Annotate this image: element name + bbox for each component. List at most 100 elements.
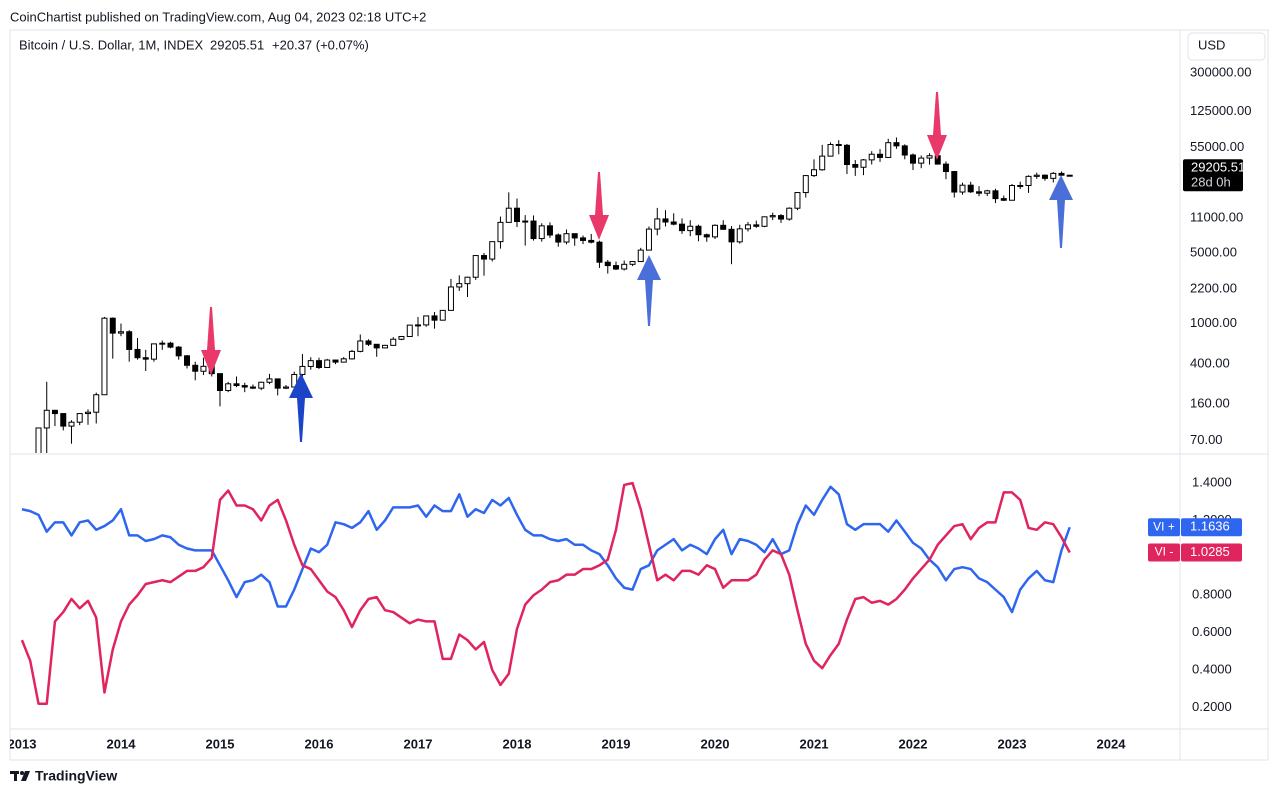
y-tick-label: 5000.00: [1190, 244, 1237, 259]
candle-body: [918, 157, 925, 164]
candle-body: [860, 159, 867, 168]
candle-body: [901, 145, 908, 156]
candle-body: [1058, 172, 1065, 176]
candle-body: [76, 413, 83, 423]
candle-body: [126, 331, 133, 350]
candle-body: [489, 241, 496, 260]
candle-body: [1033, 174, 1040, 177]
candle-body: [563, 233, 570, 243]
candle-body: [736, 228, 743, 243]
annotations: [201, 92, 1073, 442]
last-price-label: 29205.51: [1191, 160, 1245, 175]
candle-body: [645, 228, 652, 251]
price-pane: [35, 137, 1073, 453]
candle-body: [167, 342, 174, 348]
candle-body: [117, 331, 124, 334]
candle-body: [315, 360, 322, 369]
candle-body: [580, 237, 587, 241]
x-tick-label: 2014: [107, 736, 137, 751]
candle-body: [283, 386, 290, 389]
candle-body: [324, 359, 331, 369]
logo-part: [14, 771, 17, 781]
candle-body: [241, 385, 248, 388]
candle-body: [555, 234, 562, 243]
candle-body: [951, 171, 958, 193]
candle-body: [942, 163, 949, 173]
legend-value: 1.1636: [1190, 519, 1230, 534]
candle-body: [447, 286, 454, 311]
candle-body: [843, 144, 850, 166]
candle-body: [150, 343, 157, 360]
candle-body: [877, 153, 884, 158]
y-tick-label: 1000.00: [1190, 315, 1237, 330]
currency-button[interactable]: [1187, 32, 1266, 61]
y-tick-label: 300000.00: [1190, 64, 1251, 79]
candle-body: [984, 190, 991, 194]
y-tick-label: 1.4000: [1192, 474, 1232, 489]
symbol-title: Bitcoin / U.S. Dollar, 1M, INDEX: [19, 37, 204, 52]
candle-body: [976, 191, 983, 194]
candle-body: [926, 155, 933, 159]
candle-body: [93, 394, 100, 413]
candle-body: [332, 359, 339, 363]
candle-body: [233, 383, 240, 387]
candle-body: [1041, 174, 1048, 179]
vi-line: [21, 485, 1071, 614]
candle-body: [530, 220, 537, 240]
candle-body: [538, 225, 545, 240]
legend-value-box: [1181, 543, 1242, 562]
candle-body: [728, 228, 735, 243]
candle-body: [373, 343, 380, 349]
candle-body: [679, 223, 686, 232]
candle-body: [571, 233, 578, 239]
candle-body: [909, 154, 916, 164]
candle-body: [637, 249, 644, 263]
legend-value-box: [1181, 518, 1242, 537]
legend-name-box: [1148, 518, 1180, 537]
x-tick-label: 2021: [800, 736, 829, 751]
candle-body: [819, 155, 826, 171]
candle-body: [885, 142, 892, 158]
y-tick-label: 160.00: [1190, 396, 1230, 411]
candle-body: [654, 218, 661, 230]
candle-body: [216, 373, 223, 392]
candle-body: [266, 378, 273, 383]
y-tick-label: 0.8000: [1192, 587, 1232, 602]
candle-body: [612, 265, 619, 270]
candle-body: [835, 144, 842, 147]
currency[interactable]: USD: [1198, 37, 1225, 52]
candle-body: [225, 383, 232, 392]
legend-name: VI -: [1155, 545, 1174, 559]
candle-body: [291, 373, 298, 388]
y-tick-label: 11000.00: [1190, 210, 1243, 225]
candle-body: [382, 344, 389, 349]
candle-body: [51, 409, 58, 415]
candle-body: [101, 317, 108, 396]
candle-body: [464, 276, 471, 285]
candle-body: [744, 224, 751, 230]
candle-body: [753, 224, 760, 227]
candle-body: [439, 309, 446, 321]
candle-body: [513, 207, 520, 222]
candle-body: [1050, 172, 1057, 179]
candle-body: [1066, 174, 1073, 177]
candle-body: [1025, 175, 1032, 186]
candle-body: [85, 411, 92, 415]
candle-body: [794, 192, 801, 209]
candle-body: [340, 358, 347, 363]
sell-arrow: [927, 92, 947, 160]
candle-body: [588, 239, 595, 243]
x-tick-label: 2024: [1097, 736, 1127, 751]
candle-body: [60, 413, 67, 427]
candle-body: [810, 169, 817, 177]
candle-body: [546, 225, 553, 236]
candle-body: [481, 255, 488, 260]
candle-body: [258, 381, 265, 389]
candle-body: [1000, 198, 1007, 201]
candle-body: [365, 340, 372, 345]
y-tick-label: 0.4000: [1192, 661, 1232, 676]
legend-name: VI +: [1153, 519, 1175, 533]
